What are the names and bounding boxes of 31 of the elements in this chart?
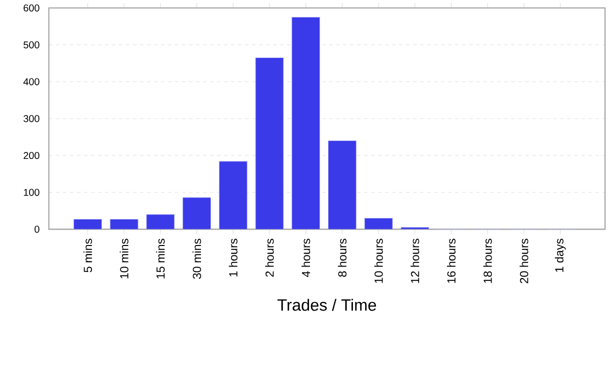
- y-tick-label: 100: [24, 188, 40, 196]
- y-tick-label: 400: [23, 78, 40, 86]
- y-tick-label: 200: [24, 152, 40, 160]
- x-tick-label: 10 mins: [120, 238, 128, 278]
- x-tick-label: 30 mins: [192, 238, 202, 279]
- x-tick-label: 2 hours: [265, 238, 274, 277]
- bar: [219, 161, 248, 230]
- x-tick-label: 1 hours: [228, 238, 238, 276]
- x-tick-label: 4 hours: [302, 238, 310, 278]
- bar: [364, 218, 393, 230]
- y-tick-label: 300: [24, 115, 40, 122]
- x-tick-label: 16 hours: [446, 238, 456, 283]
- x-tick-label: 5 mins: [83, 238, 92, 272]
- x-tick-label: 12 hours: [410, 238, 420, 283]
- bar: [182, 198, 211, 230]
- bar: [328, 140, 356, 230]
- x-tick-label: 18 hours: [483, 238, 492, 283]
- x-axis-title: Trades / Time: [277, 298, 376, 311]
- y-tick-label: 0: [34, 226, 40, 233]
- y-tick-label: 500: [24, 41, 40, 48]
- x-tick-label: 10 hours: [374, 238, 383, 283]
- bar: [146, 214, 174, 230]
- bar: [110, 219, 138, 230]
- x-tick-label: 1 days: [554, 238, 566, 272]
- y-tick-label: 600: [24, 4, 40, 12]
- x-tick-label: 8 hours: [338, 238, 346, 277]
- bar: [256, 58, 284, 230]
- bar: [74, 219, 102, 230]
- x-tick-label: 20 hours: [520, 238, 528, 284]
- x-tick-label: 15 mins: [156, 238, 165, 278]
- bar: [292, 17, 320, 230]
